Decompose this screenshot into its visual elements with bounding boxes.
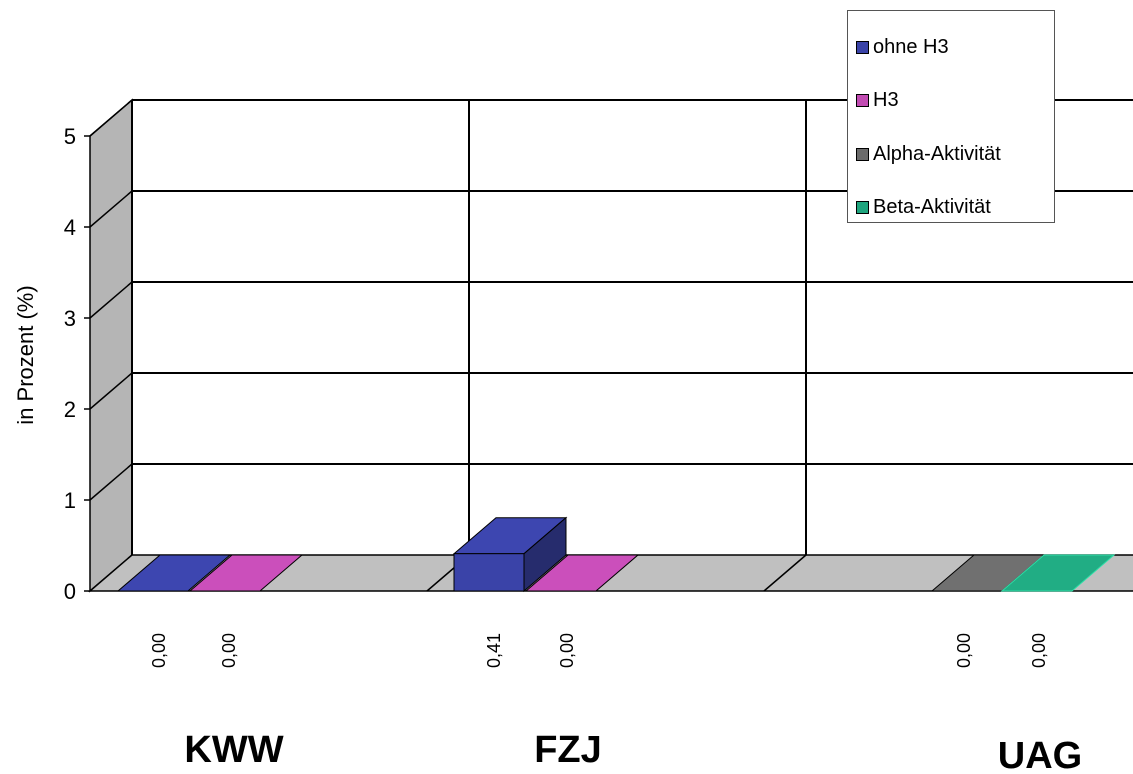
data-label: 0,00 [149, 633, 169, 668]
category-labels: KWW FZJ UAG [184, 729, 1082, 774]
legend-item-beta: Beta-Aktivität [856, 192, 991, 222]
floor-divider [763, 554, 807, 592]
category-label: UAG [998, 735, 1082, 774]
y-tick-label: 3 [64, 306, 76, 331]
data-label: 0,00 [1029, 633, 1049, 668]
category-label: FZJ [534, 729, 602, 771]
bar [453, 553, 525, 592]
legend-swatch-alpha [856, 147, 869, 161]
data-label: 0,00 [219, 633, 239, 668]
gridline-side [89, 463, 133, 501]
bar-side [523, 516, 567, 593]
legend-item-h3: H3 [856, 85, 899, 115]
legend-label: Alpha-Aktivität [873, 142, 1001, 165]
y-tick-label: 5 [64, 124, 76, 149]
bars [116, 516, 1116, 593]
legend: ohne H3 H3 Alpha-Aktivität Beta-Aktivitä… [847, 10, 1055, 223]
data-labels: 0,00 0,41 0,00 0,00 0,00 0,00 [149, 633, 1049, 668]
data-label: 0,41 [484, 633, 504, 668]
legend-swatch-ohne-h3 [856, 40, 869, 54]
data-label: 0,00 [954, 633, 974, 668]
gridline-side [89, 372, 133, 410]
side-wall [89, 98, 133, 593]
y-tick-label: 1 [64, 488, 76, 513]
legend-label: Beta-Aktivität [873, 195, 991, 218]
gridline-side [89, 190, 133, 228]
gridline-side [89, 281, 133, 319]
data-label: 0,00 [557, 633, 577, 668]
legend-swatch-h3 [856, 93, 869, 107]
legend-swatch-beta [856, 200, 869, 214]
bar-top [524, 554, 640, 592]
legend-label: H3 [873, 88, 899, 111]
chart-structure [87, 98, 1133, 593]
bar-top [188, 554, 304, 592]
bar-top [1000, 554, 1116, 592]
y-axis-label: in Prozent (%) [13, 285, 38, 424]
legend-item-alpha: Alpha-Aktivität [856, 139, 1001, 169]
y-tick-label: 0 [64, 579, 76, 604]
legend-label: ohne H3 [873, 35, 949, 58]
gridlines [89, 99, 1133, 501]
category-label: KWW [184, 729, 283, 771]
gridline-side [89, 99, 133, 137]
y-axis-ticks: 0 1 2 3 4 5 [64, 124, 90, 604]
y-tick-label: 4 [64, 215, 76, 240]
bar-top [116, 554, 232, 592]
legend-item-ohne-h3: ohne H3 [856, 32, 949, 62]
y-tick-label: 2 [64, 397, 76, 422]
